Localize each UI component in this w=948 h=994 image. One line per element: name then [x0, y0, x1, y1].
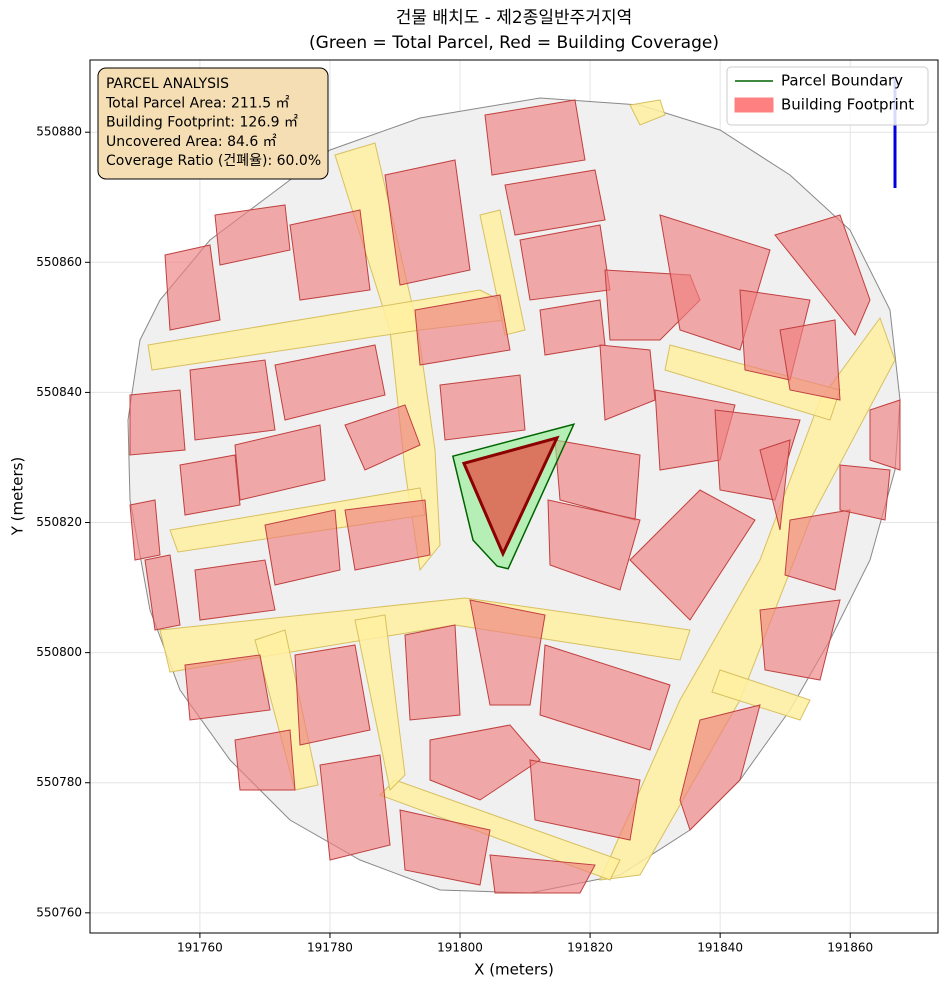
parcel-layer [451, 423, 576, 570]
x-tick-label: 191760 [177, 941, 223, 955]
legend-swatch [734, 97, 774, 113]
y-tick-label: 550780 [36, 775, 82, 789]
annotation: PARCEL ANALYSIS Total Parcel Area: 211.5 … [97, 67, 329, 180]
legend: Parcel Boundary Building Footprint [726, 66, 929, 126]
annotation-line: Building Footprint: 126.9 ㎡ [106, 115, 298, 131]
annotation-line: Coverage Ratio (건폐율): 60.0% [106, 153, 321, 169]
x-tick-label: 191800 [437, 941, 483, 955]
y-tick-label: 550760 [36, 905, 82, 919]
legend-label: Parcel Boundary [781, 72, 903, 90]
x-tick-label: 191780 [307, 941, 353, 955]
y-tick-label: 550860 [36, 255, 82, 269]
legend-box [726, 66, 929, 126]
y-tick-label: 550800 [36, 645, 82, 659]
y-tick-label: 550880 [36, 125, 82, 139]
annotation-box [97, 67, 329, 180]
x-tick-label: 191840 [697, 941, 743, 955]
x-tick-label: 191820 [567, 941, 613, 955]
y-axis-label: Y (meters) [9, 457, 27, 537]
chart-title: 건물 배치도 - 제2종일반주거지역 [396, 8, 632, 28]
x-tick-label: 191860 [827, 941, 873, 955]
annotation-line: Uncovered Area: 84.6 ㎡ [106, 134, 277, 150]
legend-label: Building Footprint [781, 96, 914, 114]
y-tick-label: 550840 [36, 385, 82, 399]
x-axis-label: X (meters) [474, 961, 554, 979]
y-tick-label: 550820 [36, 515, 82, 529]
annotation-line: Total Parcel Area: 211.5 ㎡ [105, 95, 290, 111]
buildings [129, 99, 901, 894]
building-footprint [461, 435, 560, 558]
annotation-line: PARCEL ANALYSIS [106, 76, 229, 92]
plot-frame [89, 59, 939, 934]
chart-subtitle: (Green = Total Parcel, Red = Building Co… [309, 33, 719, 53]
